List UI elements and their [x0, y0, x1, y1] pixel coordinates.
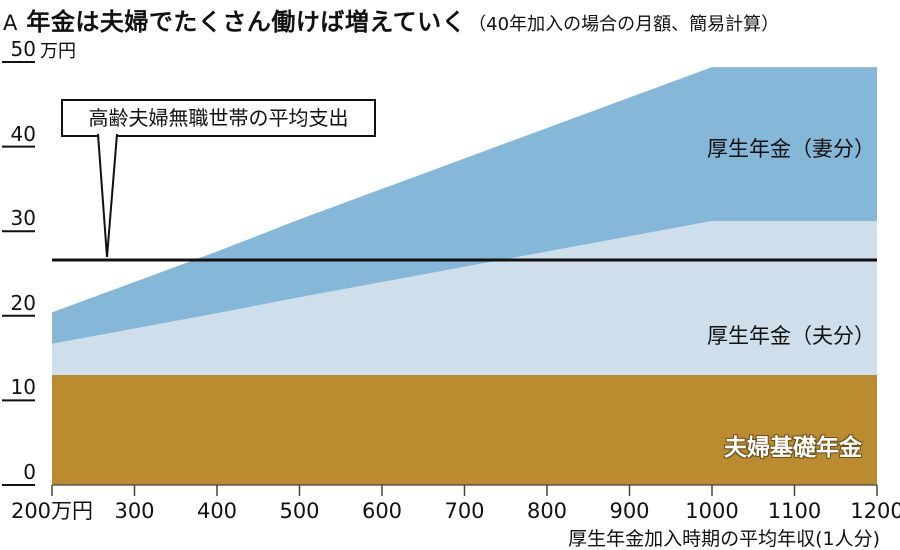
average-spending-callout: 高齢夫婦無職世帯の平均支出: [88, 106, 349, 130]
chart-title-row: A 年金は夫婦でたくさん働けば増えていく （40年加入の場合の月額、簡易計算）: [3, 2, 897, 37]
callout-tail: [97, 133, 118, 258]
callout-box: [61, 99, 376, 137]
x-tick-label: 700: [444, 499, 485, 523]
x-tick-label: 800: [526, 499, 568, 523]
x-tick-label: 1100: [767, 499, 822, 523]
y-tick-label: 30: [10, 206, 36, 231]
chart-title-note: （40年加入の場合の月額、簡易計算）: [468, 14, 780, 35]
y-tick-label: 40: [10, 121, 36, 146]
area-label-husband-pension: 厚生年金（夫分）: [707, 324, 875, 348]
figure-letter: A: [3, 11, 18, 35]
y-tick-label: 50: [10, 37, 36, 61]
x-tick-label: 400: [196, 499, 238, 523]
x-tick-label: 1200: [850, 499, 900, 523]
area-label-wife-pension: 厚生年金（妻分）: [707, 137, 875, 161]
x-tick-label: 900: [609, 499, 650, 523]
y-axis-unit: 万円: [40, 41, 76, 62]
base-pension-area: [52, 375, 877, 485]
x-axis-title: 厚生年金加入時期の平均年収(1人分): [568, 528, 880, 550]
x-tick-label: 500: [279, 499, 320, 523]
y-tick-label: 20: [10, 290, 36, 315]
x-tick-label: 300: [114, 499, 155, 523]
x-tick-label: 1000: [685, 499, 739, 523]
y-tick-label: 0: [23, 460, 36, 484]
area-label-basic-pension: 夫婦基礎年金: [724, 435, 862, 461]
y-tick-label: 10: [10, 375, 36, 400]
wife-pension-area: [52, 67, 877, 344]
x-tick-label: 600: [361, 499, 403, 523]
chart-title: 年金は夫婦でたくさん働けば増えていく: [26, 8, 467, 36]
x-tick-label: 200万円: [10, 499, 94, 523]
